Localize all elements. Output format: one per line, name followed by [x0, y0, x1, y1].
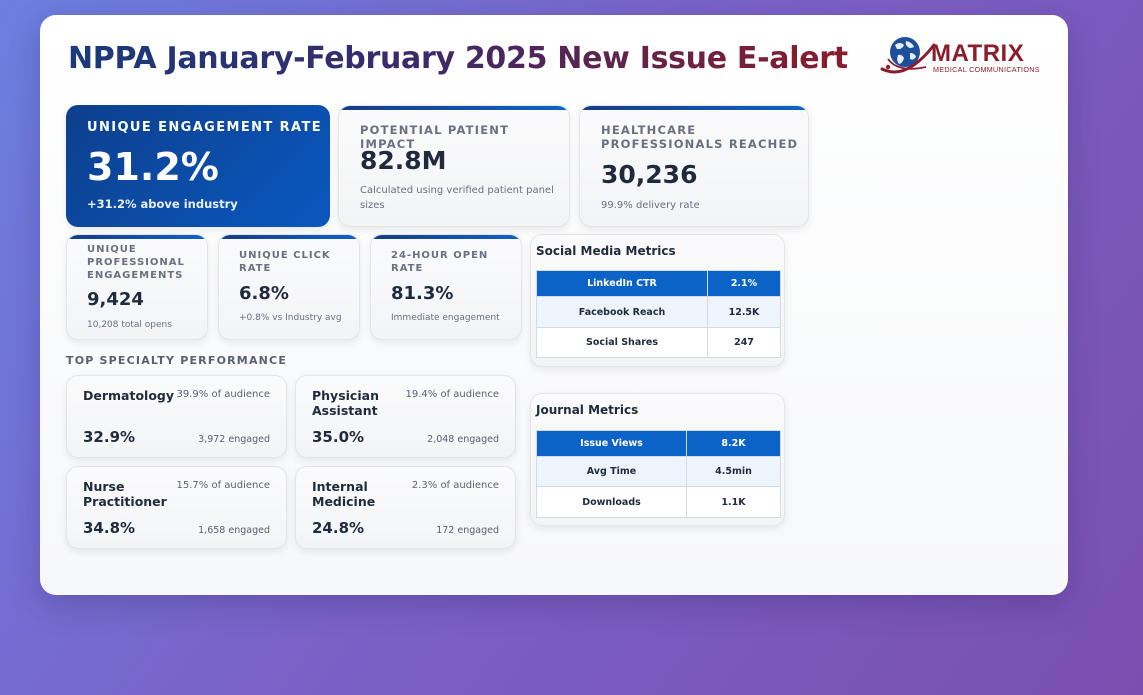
- dashboard-panel: NPPA January-February 2025 New Issue E-a…: [40, 15, 1068, 595]
- card-subtext: 99.9% delivery rate: [601, 200, 700, 211]
- metric-name: Social Shares: [536, 327, 708, 358]
- card-label: UNIQUE CLICK RATE: [239, 250, 331, 274]
- metric-value: 2.1%: [707, 270, 781, 297]
- metric-value: 247: [707, 327, 781, 358]
- specialty-engaged: 2,048 engaged: [427, 434, 499, 445]
- card-label: 24-HOUR OPEN RATE: [391, 250, 489, 274]
- journal-metrics-card: Journal Metrics Issue Views 8.2K Avg Tim…: [530, 393, 785, 526]
- table-row: Avg Time 4.5min: [536, 456, 781, 487]
- table-row: Facebook Reach 12.5K: [536, 296, 781, 328]
- card-value: 31.2%: [87, 145, 219, 189]
- card-subtext: +0.8% vs Industry avg: [239, 313, 342, 323]
- specialty-section-title: TOP SPECIALTY PERFORMANCE: [66, 354, 288, 367]
- specialty-audience: 15.7% of audience: [176, 480, 271, 491]
- social-media-table: LinkedIn CTR 2.1% Facebook Reach 12.5K S…: [536, 270, 781, 358]
- table-row: Downloads 1.1K: [536, 486, 781, 518]
- social-media-title: Social Media Metrics: [536, 244, 676, 258]
- journal-metrics-title: Journal Metrics: [536, 403, 639, 417]
- specialty-card: Internal Medicine 2.3% of audience 24.8%…: [295, 466, 516, 549]
- specialty-audience: 39.9% of audience: [176, 389, 271, 400]
- engagement-rate-card: UNIQUE ENGAGEMENT RATE 31.2% +31.2% abov…: [66, 105, 330, 227]
- specialty-audience: 2.3% of audience: [411, 480, 499, 491]
- table-row: Social Shares 247: [536, 327, 781, 358]
- specialty-rate: 34.8%: [83, 519, 136, 537]
- metric-value: 4.5min: [686, 456, 781, 487]
- globe-icon: [880, 37, 936, 74]
- card-subtext: Immediate engagement: [391, 313, 500, 323]
- metric-name: Issue Views: [536, 430, 687, 457]
- click-rate-card: UNIQUE CLICK RATE 6.8% +0.8% vs Industry…: [218, 234, 360, 340]
- logo-name: MATRIX: [931, 40, 1025, 67]
- card-label: POTENTIAL PATIENT IMPACT: [360, 123, 510, 151]
- card-subtext: Calculated using verified patient panel …: [360, 185, 554, 211]
- table-row: Issue Views 8.2K: [536, 430, 781, 457]
- card-subtext: +31.2% above industry: [87, 197, 238, 211]
- specialty-rate: 32.9%: [83, 428, 136, 446]
- specialty-engaged: 3,972 engaged: [198, 434, 270, 445]
- metric-name: Facebook Reach: [536, 296, 708, 328]
- specialty-name: Dermatology: [83, 388, 175, 403]
- metric-name: LinkedIn CTR: [536, 270, 708, 297]
- specialty-card: Physician Assistant 19.4% of audience 35…: [295, 375, 516, 458]
- card-subtext: 10,208 total opens: [87, 320, 172, 330]
- specialty-card: Dermatology 39.9% of audience 32.9% 3,97…: [66, 375, 287, 458]
- card-value: 6.8%: [239, 283, 289, 304]
- page-title: NPPA January-February 2025 New Issue E-a…: [68, 41, 848, 76]
- card-label: UNIQUE ENGAGEMENT RATE: [87, 120, 323, 135]
- professional-engagements-card: UNIQUE PROFESSIONAL ENGAGEMENTS 9,424 10…: [66, 234, 208, 340]
- specialty-name: Internal Medicine: [312, 479, 376, 509]
- metric-name: Avg Time: [536, 456, 687, 487]
- card-label: UNIQUE PROFESSIONAL ENGAGEMENTS: [87, 244, 185, 281]
- metric-value: 12.5K: [707, 296, 781, 328]
- metric-value: 8.2K: [686, 430, 781, 457]
- card-value: 30,236: [601, 160, 698, 189]
- journal-metrics-table: Issue Views 8.2K Avg Time 4.5min Downloa…: [536, 430, 781, 518]
- logo-tagline: MEDICAL COMMUNICATIONS: [933, 65, 1040, 74]
- table-row: LinkedIn CTR 2.1%: [536, 270, 781, 297]
- social-media-card: Social Media Metrics LinkedIn CTR 2.1% F…: [530, 234, 785, 367]
- specialty-engaged: 172 engaged: [436, 525, 499, 536]
- professionals-reached-card: HEALTHCARE PROFESSIONALS REACHED 30,236 …: [579, 105, 809, 227]
- specialty-engaged: 1,658 engaged: [198, 525, 270, 536]
- card-label: HEALTHCARE PROFESSIONALS REACHED: [601, 123, 799, 151]
- card-value: 9,424: [87, 289, 144, 310]
- specialty-card: Nurse Practitioner 15.7% of audience 34.…: [66, 466, 287, 549]
- card-value: 82.8M: [360, 146, 447, 175]
- card-value: 81.3%: [391, 283, 454, 304]
- specialty-name: Physician Assistant: [312, 388, 379, 418]
- metric-value: 1.1K: [686, 486, 781, 518]
- specialty-name: Nurse Practitioner: [83, 479, 167, 509]
- metric-name: Downloads: [536, 486, 687, 518]
- matrix-logo: MATRIX MEDICAL COMMUNICATIONS: [878, 31, 1044, 79]
- open-rate-card: 24-HOUR OPEN RATE 81.3% Immediate engage…: [370, 234, 522, 340]
- specialty-audience: 19.4% of audience: [405, 389, 500, 400]
- patient-impact-card: POTENTIAL PATIENT IMPACT 82.8M Calculate…: [338, 105, 570, 227]
- specialty-rate: 35.0%: [312, 428, 365, 446]
- specialty-rate: 24.8%: [312, 519, 365, 537]
